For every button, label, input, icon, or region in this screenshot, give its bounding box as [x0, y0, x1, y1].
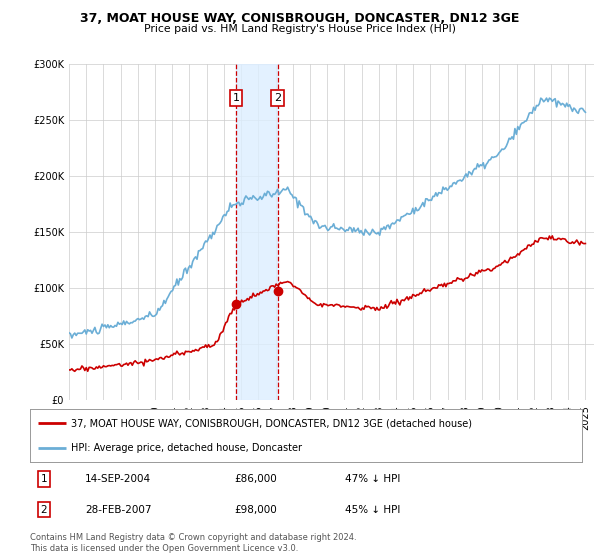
- Text: Contains HM Land Registry data © Crown copyright and database right 2024.
This d: Contains HM Land Registry data © Crown c…: [30, 533, 356, 553]
- Text: 28-FEB-2007: 28-FEB-2007: [85, 505, 152, 515]
- Bar: [236, 64, 278, 400]
- Text: 14-SEP-2004: 14-SEP-2004: [85, 474, 151, 484]
- Text: 45% ↓ HPI: 45% ↓ HPI: [344, 505, 400, 515]
- Text: £98,000: £98,000: [234, 505, 277, 515]
- Text: HPI: Average price, detached house, Doncaster: HPI: Average price, detached house, Donc…: [71, 442, 302, 452]
- Text: Price paid vs. HM Land Registry's House Price Index (HPI): Price paid vs. HM Land Registry's House …: [144, 24, 456, 34]
- Text: 1: 1: [40, 474, 47, 484]
- Text: 2: 2: [274, 93, 281, 103]
- Text: 47% ↓ HPI: 47% ↓ HPI: [344, 474, 400, 484]
- Text: £86,000: £86,000: [234, 474, 277, 484]
- Text: 2: 2: [40, 505, 47, 515]
- Text: 1: 1: [233, 93, 239, 103]
- Text: 37, MOAT HOUSE WAY, CONISBROUGH, DONCASTER, DN12 3GE (detached house): 37, MOAT HOUSE WAY, CONISBROUGH, DONCAST…: [71, 418, 472, 428]
- Text: 37, MOAT HOUSE WAY, CONISBROUGH, DONCASTER, DN12 3GE: 37, MOAT HOUSE WAY, CONISBROUGH, DONCAST…: [80, 12, 520, 25]
